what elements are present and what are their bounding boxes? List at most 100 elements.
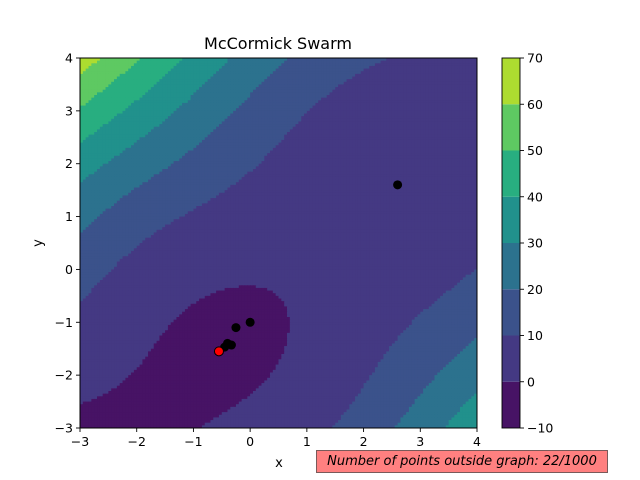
contour-cell — [363, 76, 368, 80]
contour-cell — [207, 105, 212, 109]
contour-cell — [258, 92, 263, 96]
contour-cell — [414, 68, 419, 72]
contour-cell — [213, 63, 217, 67]
contour-cell — [91, 60, 95, 64]
contour-cell — [352, 81, 356, 86]
contour-cell — [207, 89, 212, 93]
contour-cell — [289, 58, 294, 62]
contour-cell — [162, 84, 166, 88]
contour-cell — [182, 65, 186, 70]
contour-cell — [80, 100, 84, 104]
contour-cell — [374, 87, 379, 91]
contour-cell — [233, 81, 237, 86]
contour-cell — [122, 81, 126, 86]
contour-cell — [389, 97, 393, 101]
contour-cell — [335, 84, 339, 88]
contour-cell — [94, 92, 98, 96]
contour-cell — [284, 92, 288, 96]
contour-cell — [474, 76, 477, 80]
contour-cell — [471, 63, 475, 67]
contour-cell — [267, 58, 271, 62]
contour-cell — [230, 92, 234, 96]
contour-cell — [244, 89, 248, 93]
contour-cell — [116, 65, 121, 70]
contour-cell — [156, 95, 160, 99]
contour-cell — [207, 58, 212, 62]
contour-cell — [338, 73, 342, 78]
contour-cell — [459, 92, 464, 96]
contour-cell — [346, 76, 350, 80]
contour-cell — [150, 92, 155, 96]
contour-cell — [193, 63, 197, 67]
contour-cell — [173, 97, 178, 101]
contour-cell — [338, 92, 342, 96]
contour-cell — [233, 60, 237, 64]
contour-cell — [363, 95, 368, 99]
contour-cell — [312, 73, 316, 78]
contour-cell — [346, 95, 350, 99]
contour-cell — [133, 102, 138, 107]
contour-cell — [167, 65, 172, 70]
contour-cell — [204, 71, 209, 75]
contour-cell — [394, 73, 399, 78]
contour-cell — [116, 73, 121, 78]
contour-cell — [468, 65, 472, 70]
contour-cell — [386, 79, 390, 83]
contour-cell — [91, 63, 95, 67]
contour-cell — [102, 58, 107, 62]
contour-cell — [82, 105, 87, 109]
contour-cell — [380, 65, 385, 70]
contour-cell — [292, 68, 297, 72]
contour-cell — [122, 105, 126, 109]
contour-cell — [82, 58, 87, 62]
contour-cell — [244, 84, 248, 88]
contour-cell — [238, 97, 243, 101]
contour-cell — [196, 79, 200, 83]
contour-cell — [278, 58, 282, 62]
contour-cell — [193, 87, 197, 91]
contour-cell — [318, 60, 322, 64]
contour-cell — [278, 81, 282, 86]
contour-cell — [142, 63, 146, 67]
contour-cell — [176, 105, 180, 109]
contour-cell — [264, 63, 268, 67]
contour-cell — [218, 60, 223, 64]
contour-cell — [269, 65, 274, 70]
contour-cell — [252, 60, 257, 64]
contour-cell — [258, 65, 263, 70]
contour-cell — [210, 97, 214, 101]
contour-cell — [230, 84, 234, 88]
contour-cell — [97, 105, 101, 109]
contour-cell — [252, 100, 257, 104]
contour-cell — [454, 95, 458, 99]
contour-cell — [329, 68, 333, 72]
contour-cell — [131, 97, 135, 101]
contour-cell — [244, 76, 248, 80]
contour-cell — [136, 60, 141, 64]
contour-cell — [128, 60, 132, 64]
contour-cell — [153, 97, 158, 101]
contour-cell — [119, 84, 124, 88]
contour-cell — [423, 68, 427, 72]
contour-cell — [159, 60, 163, 64]
contour-cell — [136, 100, 141, 104]
contour-cell — [196, 102, 200, 107]
contour-cell — [173, 84, 178, 88]
contour-cell — [133, 60, 138, 64]
contour-cell — [306, 60, 311, 64]
contour-cell — [99, 79, 104, 83]
contour-cell — [267, 89, 271, 93]
contour-cell — [372, 89, 376, 93]
contour-cell — [451, 71, 455, 75]
contour-cell — [182, 92, 186, 96]
contour-cell — [230, 68, 234, 72]
contour-cell — [252, 79, 257, 83]
contour-cell — [411, 60, 416, 64]
contour-cell — [244, 71, 248, 75]
contour-cell — [165, 89, 169, 93]
contour-cell — [465, 81, 470, 86]
contour-cell — [352, 60, 356, 64]
contour-cell — [383, 60, 387, 64]
contour-cell — [233, 65, 237, 70]
contour-cell — [406, 68, 410, 72]
